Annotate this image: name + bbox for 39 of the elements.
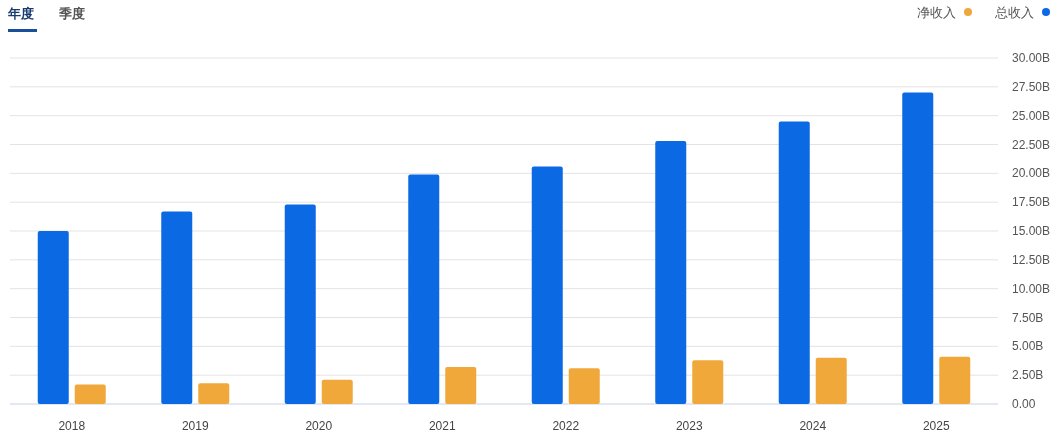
bar	[37, 231, 69, 404]
y-tick-label: 0.00	[1012, 397, 1036, 411]
x-tick-label: 2022	[552, 419, 580, 433]
legend-label: 总收入	[994, 5, 1034, 20]
y-tick-label: 22.50B	[1012, 137, 1051, 152]
x-tick-label: 2023	[675, 419, 703, 433]
y-tick-label: 7.50B	[1012, 310, 1044, 325]
bar	[74, 384, 106, 404]
y-tick-label: 2.50B	[1012, 368, 1044, 383]
bar	[284, 204, 316, 404]
bar	[445, 367, 477, 404]
y-tick-label: 5.00B	[1012, 339, 1044, 354]
bar	[692, 360, 724, 404]
bar	[778, 121, 810, 404]
y-tick-label: 30.00B	[1012, 51, 1051, 65]
y-tick-label: 20.00B	[1012, 166, 1051, 181]
bar	[531, 166, 563, 404]
bar	[568, 368, 600, 404]
x-tick-label: 2019	[181, 419, 209, 433]
bar	[321, 379, 353, 404]
x-tick-label: 2020	[305, 419, 333, 433]
bar	[939, 356, 971, 404]
bar	[655, 141, 687, 404]
bar	[815, 357, 847, 404]
y-tick-label: 15.00B	[1012, 224, 1051, 238]
y-tick-label: 25.00B	[1012, 108, 1051, 123]
bar	[408, 174, 440, 404]
y-tick-label: 10.00B	[1012, 281, 1051, 296]
bar	[198, 383, 230, 404]
y-tick-label: 12.50B	[1012, 252, 1051, 267]
y-tick-label: 17.50B	[1012, 195, 1051, 210]
legend-label: 净收入	[917, 5, 956, 20]
bar	[902, 92, 934, 404]
bar	[161, 211, 193, 404]
y-tick-label: 27.50B	[1012, 79, 1051, 94]
x-tick-label: 2021	[428, 419, 456, 433]
x-tick-label: 2024	[799, 419, 827, 433]
x-tick-label: 2018	[58, 419, 86, 433]
x-tick-label: 2025	[922, 419, 950, 433]
